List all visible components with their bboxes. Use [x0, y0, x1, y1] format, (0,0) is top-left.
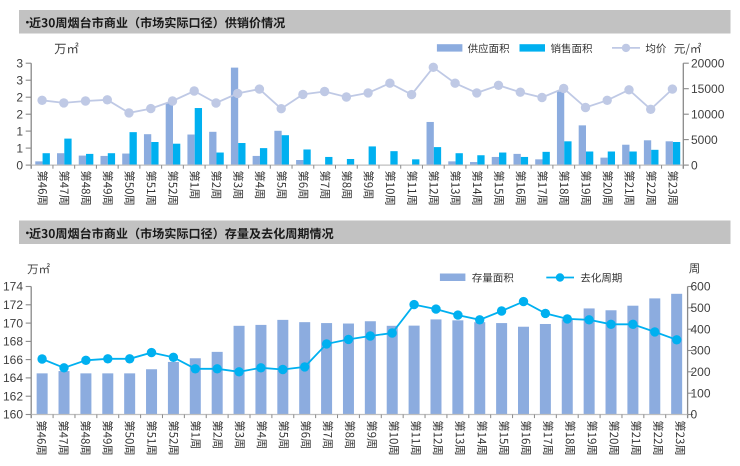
svg-text:100: 100	[691, 386, 711, 400]
svg-text:300: 300	[691, 344, 711, 358]
svg-text:1: 1	[16, 124, 23, 138]
svg-text:2: 2	[16, 107, 23, 121]
svg-text:0: 0	[691, 158, 698, 172]
svg-text:500: 500	[691, 301, 711, 315]
svg-text:166: 166	[3, 353, 23, 367]
svg-text:170: 170	[3, 316, 23, 330]
svg-text:0: 0	[691, 408, 698, 422]
svg-text:1: 1	[16, 141, 23, 155]
svg-text:172: 172	[3, 298, 23, 312]
svg-text:200: 200	[691, 365, 711, 379]
svg-text:160: 160	[3, 408, 23, 422]
svg-text:3: 3	[16, 56, 23, 70]
svg-text:174: 174	[3, 280, 23, 294]
svg-text:2: 2	[16, 90, 23, 104]
svg-text:15000: 15000	[691, 82, 725, 96]
svg-text:600: 600	[691, 280, 711, 294]
svg-text:168: 168	[3, 335, 23, 349]
svg-text:162: 162	[3, 389, 23, 403]
svg-text:400: 400	[691, 322, 711, 336]
svg-text:164: 164	[3, 371, 23, 385]
svg-text:3: 3	[16, 73, 23, 87]
svg-text:5000: 5000	[691, 133, 718, 147]
svg-text:10000: 10000	[691, 107, 725, 121]
svg-text:20000: 20000	[691, 56, 725, 70]
svg-text:0: 0	[16, 158, 23, 172]
